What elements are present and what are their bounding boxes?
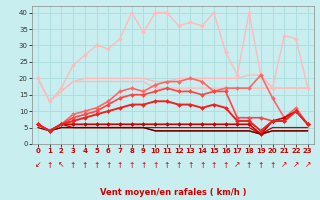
Text: ↑: ↑ [246, 161, 252, 170]
Text: ↑: ↑ [164, 161, 170, 170]
Text: ↑: ↑ [258, 161, 264, 170]
Text: ↑: ↑ [70, 161, 76, 170]
Text: ↑: ↑ [187, 161, 194, 170]
Text: Vent moyen/en rafales ( km/h ): Vent moyen/en rafales ( km/h ) [100, 188, 246, 197]
Text: ↖: ↖ [58, 161, 65, 170]
Text: ↑: ↑ [269, 161, 276, 170]
Text: ↑: ↑ [199, 161, 205, 170]
Text: ↑: ↑ [211, 161, 217, 170]
Text: ↑: ↑ [140, 161, 147, 170]
Text: ↑: ↑ [152, 161, 158, 170]
Text: ↗: ↗ [234, 161, 241, 170]
Text: ↑: ↑ [222, 161, 229, 170]
Text: ↑: ↑ [82, 161, 88, 170]
Text: ↗: ↗ [281, 161, 287, 170]
Text: ↗: ↗ [293, 161, 299, 170]
Text: ↗: ↗ [305, 161, 311, 170]
Text: ↑: ↑ [175, 161, 182, 170]
Text: ↑: ↑ [117, 161, 123, 170]
Text: ↙: ↙ [35, 161, 41, 170]
Text: ↑: ↑ [105, 161, 111, 170]
Text: ↑: ↑ [46, 161, 53, 170]
Text: ↑: ↑ [129, 161, 135, 170]
Text: ↑: ↑ [93, 161, 100, 170]
